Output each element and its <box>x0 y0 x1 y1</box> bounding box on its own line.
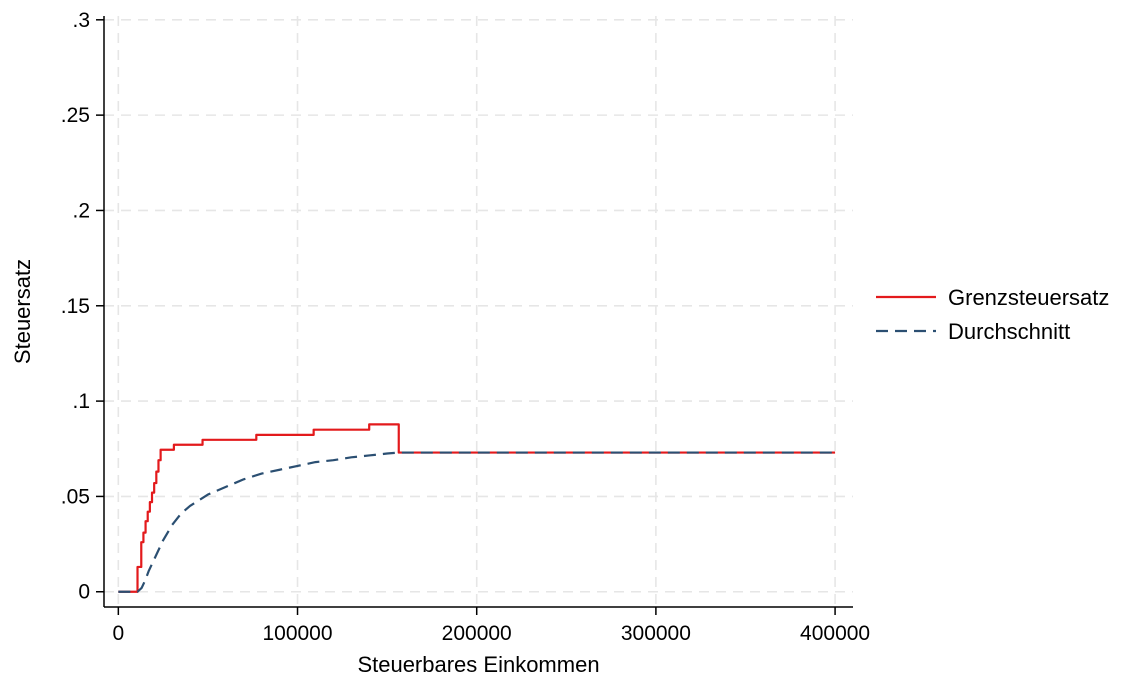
legend-label-durchschnitt: Durchschnitt <box>948 319 1070 344</box>
axes <box>103 16 853 608</box>
legend: Grenzsteuersatz Durchschnitt <box>876 285 1109 344</box>
legend-label-grenzsteuersatz: Grenzsteuersatz <box>948 285 1109 310</box>
x-tick-label-3: 300000 <box>621 622 691 645</box>
y-axis-title: Steuersatz <box>10 259 35 364</box>
x-tick-label-2: 200000 <box>442 622 512 645</box>
series <box>118 423 836 593</box>
y-tick-label-5: .25 <box>61 104 90 127</box>
x-axis-ticks: 0 100000 200000 300000 400000 <box>112 607 870 645</box>
y-tick-label-0: 0 <box>78 581 90 604</box>
y-tick-label-4: .2 <box>72 199 90 222</box>
series-line-durchschnitt <box>118 451 836 593</box>
series-line-grenzsteuersatz <box>118 423 836 593</box>
y-tick-label-2: .1 <box>72 390 90 413</box>
y-tick-label-3: .15 <box>61 295 90 318</box>
y-tick-label-6: .3 <box>72 9 90 32</box>
x-tick-label-4: 400000 <box>800 622 870 645</box>
y-tick-label-1: .05 <box>61 485 90 508</box>
x-axis-title: Steuerbares Einkommen <box>357 652 599 677</box>
x-tick-label-0: 0 <box>112 622 124 645</box>
grid <box>104 16 853 607</box>
x-tick-label-1: 100000 <box>262 622 332 645</box>
y-axis-ticks: 0 .05 .1 .15 .2 .25 .3 <box>61 9 104 604</box>
